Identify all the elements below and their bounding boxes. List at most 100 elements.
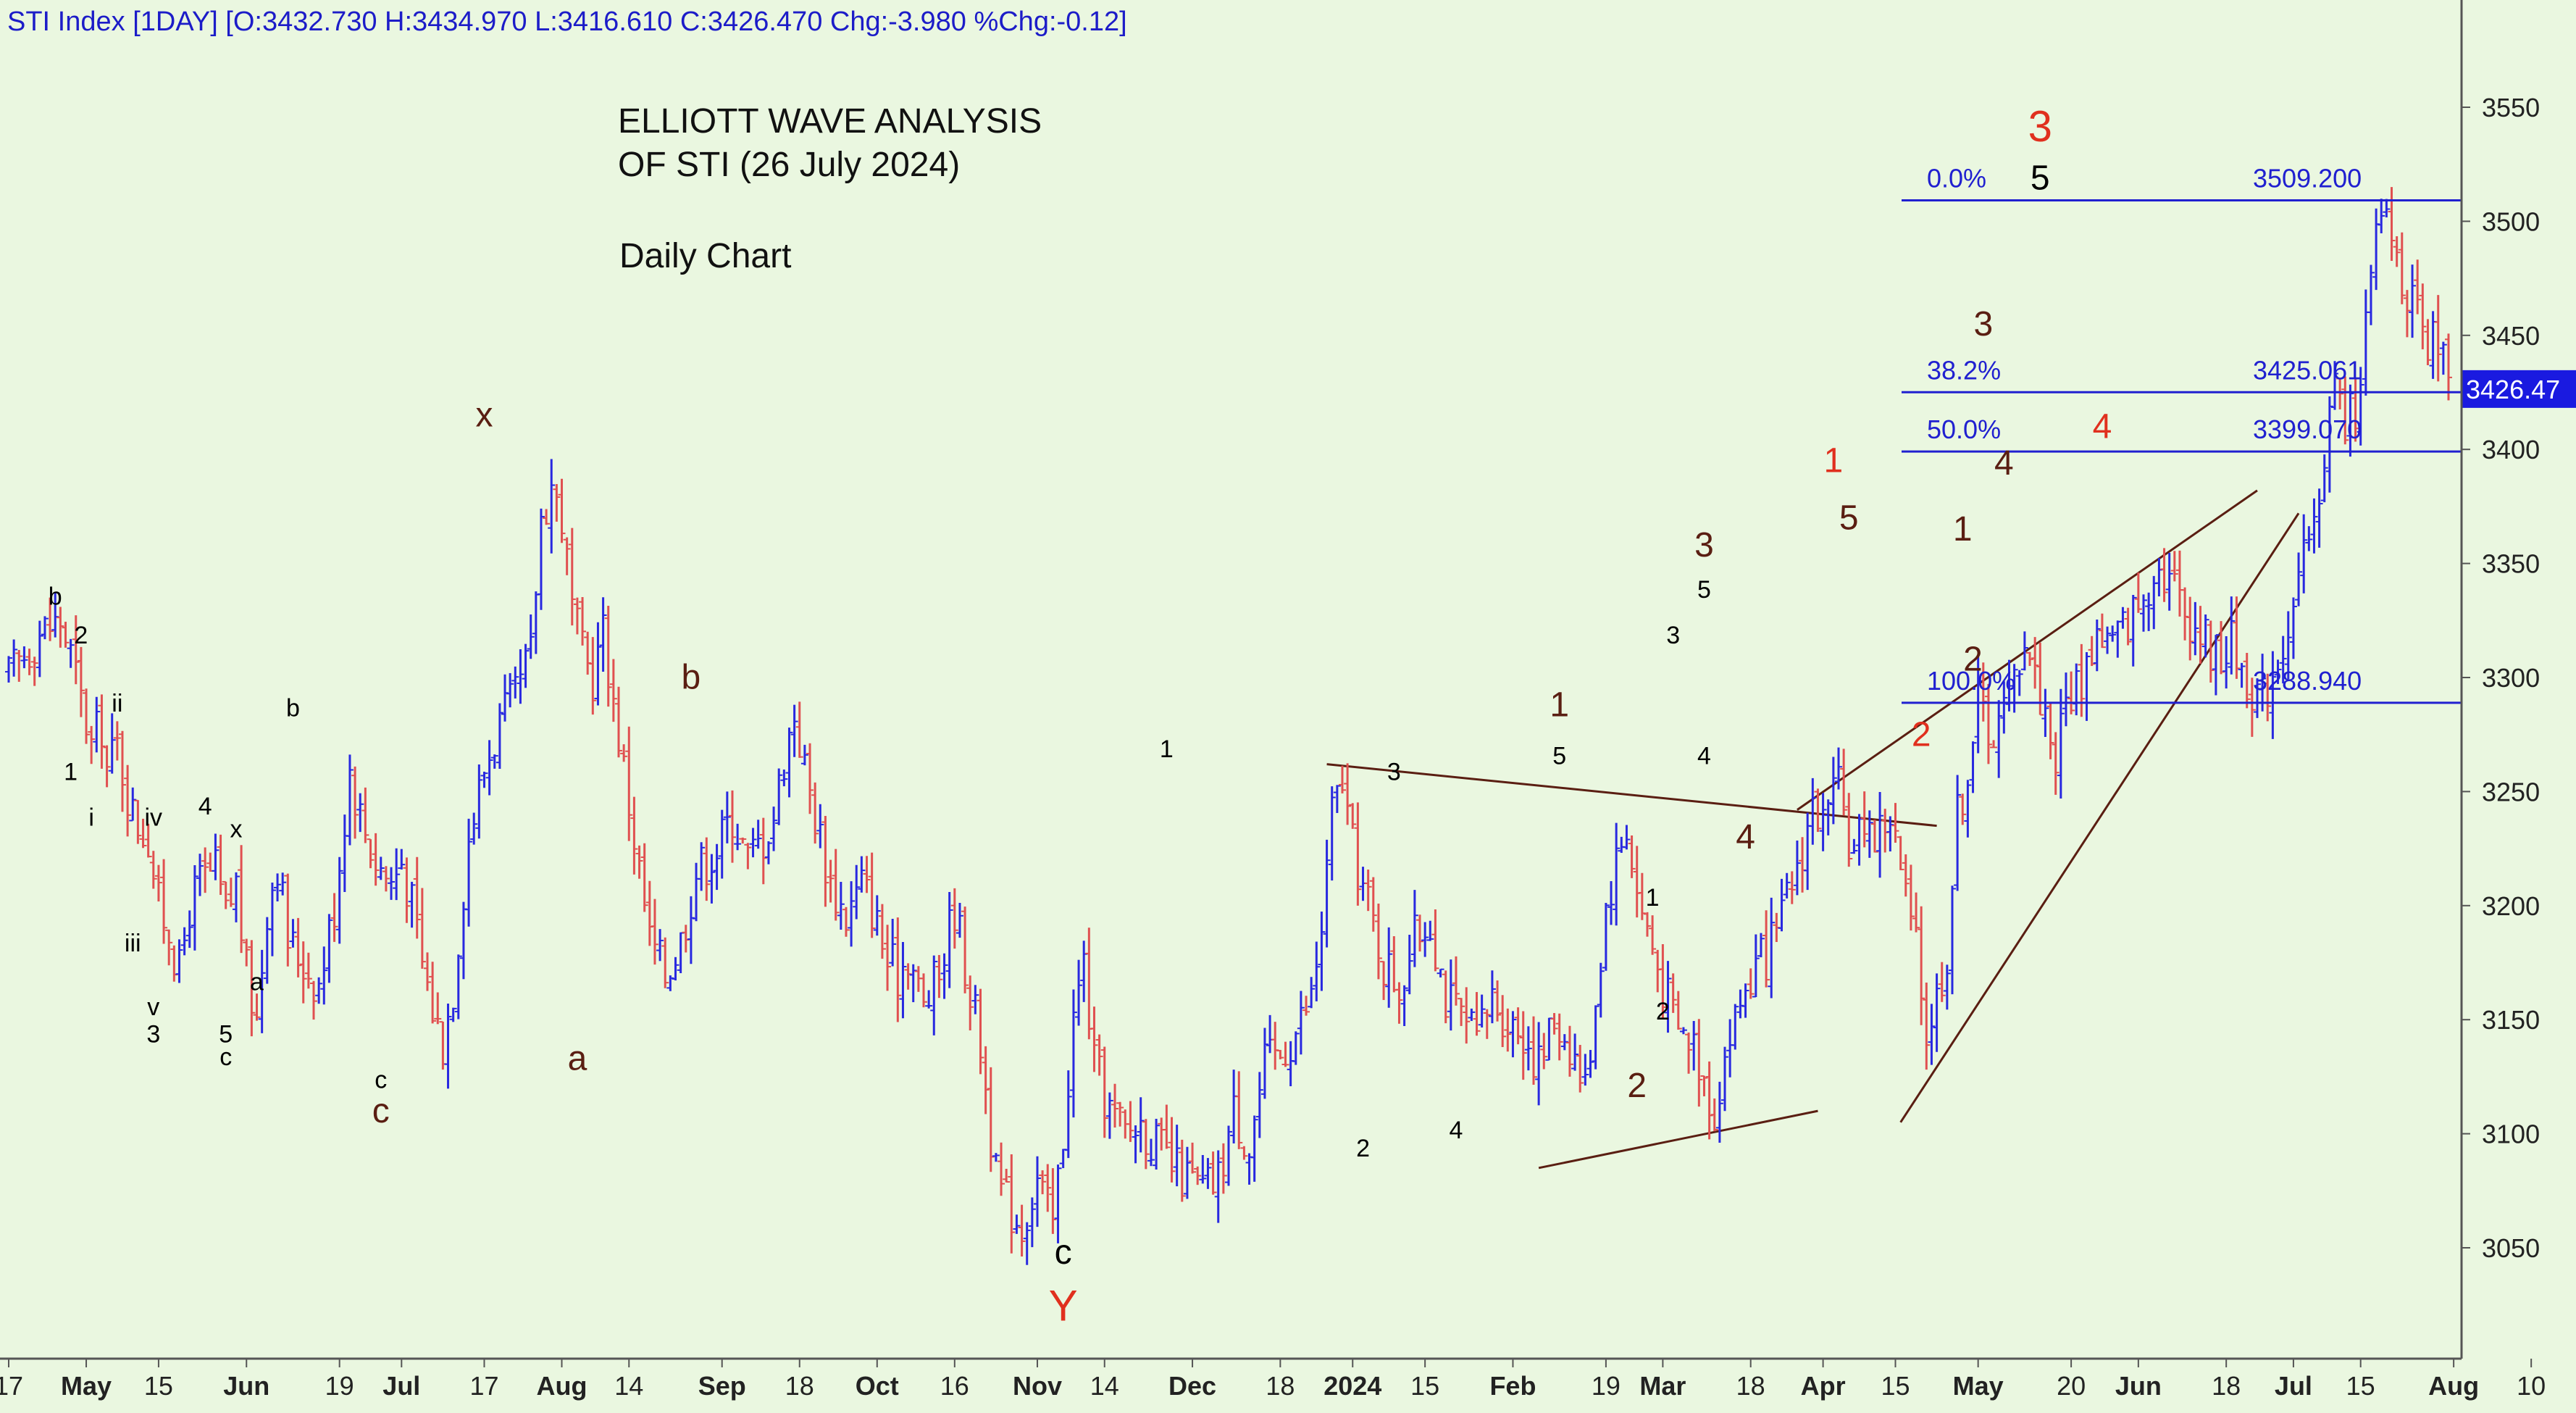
- x-tick-label: 15: [2346, 1371, 2375, 1401]
- x-tick-label: Jun: [2115, 1371, 2162, 1401]
- wave-label: b: [49, 583, 62, 610]
- wave-label: Y: [1049, 1282, 1078, 1330]
- wave-label: 2: [1963, 641, 1983, 679]
- x-tick-label: 17: [469, 1371, 498, 1401]
- wave-label: 4: [1697, 743, 1711, 770]
- x-tick-label: 19: [1592, 1371, 1621, 1401]
- wave-label: c: [372, 1092, 390, 1130]
- x-tick-label: May: [1953, 1371, 2004, 1401]
- wave-label: 5: [2031, 159, 2050, 197]
- elliott-trendline: [1797, 489, 2258, 811]
- elliott-trendline: [1326, 763, 1937, 828]
- wave-label: a: [250, 968, 264, 996]
- x-tick-label: 10: [2517, 1371, 2546, 1401]
- wave-label: 4: [1736, 818, 1755, 856]
- wave-label: 3: [146, 1021, 160, 1049]
- fib-level-pct: 100.0%: [1927, 666, 2015, 696]
- x-tick-label: 15: [144, 1371, 173, 1401]
- fib-level-pct: 50.0%: [1927, 414, 2001, 444]
- x-tick-label: 18: [785, 1371, 814, 1401]
- wave-label: 3: [1694, 526, 1714, 564]
- x-tick-label: 14: [1090, 1371, 1119, 1401]
- x-tick-label: 20: [2057, 1371, 2086, 1401]
- wave-label: 3: [1387, 759, 1401, 786]
- fib-level-price: 3425.061: [2253, 355, 2362, 385]
- fib-level-pct: 38.2%: [1927, 355, 2001, 385]
- x-tick-label: Jun: [223, 1371, 269, 1401]
- x-tick-label: Feb: [1489, 1371, 1536, 1401]
- wave-label: v: [147, 993, 159, 1021]
- wave-label: 1: [64, 759, 78, 786]
- wave-label: c: [219, 1043, 232, 1071]
- y-tick-label: 3150: [2482, 1005, 2540, 1035]
- x-tick-label: 17: [0, 1371, 23, 1401]
- fib-level-price: 3399.070: [2253, 414, 2362, 444]
- wave-label: 5: [1552, 743, 1566, 770]
- y-tick-label: 3450: [2482, 321, 2540, 351]
- fib-level-price: 3509.200: [2253, 163, 2362, 193]
- wave-label: ii: [112, 690, 122, 717]
- last-price-marker: [2462, 370, 2576, 408]
- wave-label: iii: [125, 930, 141, 957]
- wave-label: 1: [1550, 686, 1569, 725]
- wave-label: 3: [1666, 622, 1680, 649]
- wave-label: a: [568, 1039, 587, 1078]
- wave-label: 2: [74, 622, 88, 649]
- x-tick-label: 18: [2212, 1371, 2241, 1401]
- x-tick-label: Jul: [382, 1371, 420, 1401]
- x-axis-panel: [0, 1359, 2576, 1413]
- x-tick-label: Oct: [856, 1371, 899, 1401]
- wave-label: 3: [2028, 102, 2052, 151]
- wave-label: 2: [1656, 998, 1670, 1025]
- y-tick-label: 3400: [2482, 435, 2540, 464]
- x-tick-label: Nov: [1013, 1371, 1062, 1401]
- wave-label: x: [230, 815, 242, 843]
- x-tick-label: 15: [1410, 1371, 1439, 1401]
- x-tick-label: Apr: [1801, 1371, 1846, 1401]
- last-price-label: 3426.47: [2466, 375, 2560, 404]
- y-tick-label: 3100: [2482, 1120, 2540, 1149]
- x-tick-label: Jul: [2275, 1371, 2312, 1401]
- wave-label: 1: [1953, 510, 1973, 549]
- wave-label: 1: [1824, 442, 1844, 480]
- x-tick-label: Sep: [698, 1371, 746, 1401]
- x-tick-label: 16: [940, 1371, 969, 1401]
- x-tick-label: 18: [1736, 1371, 1765, 1401]
- x-tick-label: Aug: [537, 1371, 587, 1401]
- chart-title-line-2: OF STI (26 July 2024): [618, 146, 960, 184]
- wave-label: c: [375, 1067, 387, 1094]
- wave-label: iv: [145, 804, 163, 832]
- fib-level-pct: 0.0%: [1927, 163, 1986, 193]
- wave-label: b: [286, 695, 300, 722]
- wave-label: 4: [1994, 444, 2014, 483]
- wave-label: 2: [1356, 1135, 1370, 1162]
- wave-label: c: [1055, 1233, 1072, 1272]
- wave-label: 3: [1973, 305, 1993, 343]
- wave-label: 5: [1839, 499, 1859, 537]
- x-tick-label: Aug: [2428, 1371, 2479, 1401]
- x-tick-label: May: [61, 1371, 112, 1401]
- x-tick-label: 14: [614, 1371, 643, 1401]
- x-tick-label: 19: [325, 1371, 354, 1401]
- wave-label: 5: [219, 1021, 233, 1049]
- x-tick-label: Dec: [1168, 1371, 1216, 1401]
- x-tick-label: 18: [1266, 1371, 1295, 1401]
- x-tick-label: 15: [1881, 1371, 1910, 1401]
- elliott-trendline: [1538, 1109, 1818, 1170]
- y-tick-label: 3050: [2482, 1233, 2540, 1263]
- wave-label: 4: [1450, 1117, 1463, 1144]
- y-tick-label: 3350: [2482, 549, 2540, 579]
- y-tick-label: 3550: [2482, 93, 2540, 122]
- wave-label: 1: [1646, 884, 1660, 912]
- chart-subtitle: Daily Chart: [619, 237, 791, 275]
- y-tick-label: 3250: [2482, 777, 2540, 806]
- fib-level-price: 3288.940: [2253, 666, 2362, 696]
- symbol-header: STI Index [1DAY] [O:3432.730 H:3434.970 …: [7, 7, 1127, 37]
- x-tick-label: Mar: [1639, 1371, 1686, 1401]
- y-tick-label: 3300: [2482, 663, 2540, 693]
- wave-label: i: [88, 804, 94, 832]
- chart-title-line-1: ELLIOTT WAVE ANALYSIS: [618, 102, 1042, 141]
- wave-label: 2: [1912, 715, 1931, 754]
